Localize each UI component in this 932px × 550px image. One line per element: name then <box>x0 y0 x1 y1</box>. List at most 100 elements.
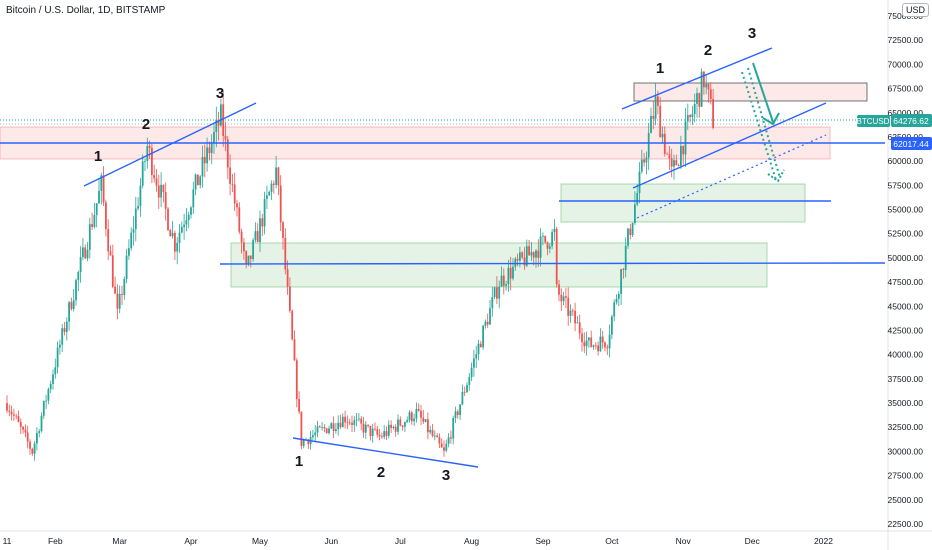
candle <box>325 428 328 434</box>
candle <box>521 252 524 258</box>
candle <box>703 71 705 88</box>
candle <box>424 419 427 422</box>
candle <box>137 206 139 209</box>
candle <box>169 230 172 237</box>
candle <box>316 426 319 433</box>
resistance-zone-top[interactable] <box>633 82 868 102</box>
candle <box>422 417 425 422</box>
candle <box>654 96 657 119</box>
candle <box>17 416 20 423</box>
candle <box>371 428 374 436</box>
candle <box>693 103 696 115</box>
candle <box>659 105 662 138</box>
candle <box>314 432 317 436</box>
candle <box>49 383 52 390</box>
candle <box>590 337 593 347</box>
candle <box>567 297 570 316</box>
candle <box>378 434 381 437</box>
candle <box>558 284 560 295</box>
y-tick-label: 57500.00 <box>888 180 924 190</box>
candle <box>574 310 576 324</box>
candle <box>279 185 282 223</box>
candle <box>22 426 24 430</box>
candle <box>323 427 326 429</box>
candle <box>461 391 464 405</box>
candle <box>341 416 344 428</box>
candle <box>213 131 215 143</box>
candle <box>252 240 254 260</box>
trendline-channel-lower[interactable] <box>632 102 827 189</box>
candle <box>689 115 691 118</box>
candle <box>284 237 287 270</box>
trendline-channel-upper[interactable] <box>621 47 773 110</box>
candle <box>220 104 222 126</box>
candle <box>643 159 645 163</box>
candle <box>408 412 411 421</box>
candle <box>183 224 185 227</box>
candle <box>445 443 448 451</box>
candle <box>162 184 165 192</box>
candle <box>675 160 678 166</box>
candle <box>581 333 583 343</box>
x-tick-label: Nov <box>676 536 692 546</box>
candle <box>466 384 468 393</box>
candle <box>125 255 128 280</box>
support-zone-middle[interactable] <box>230 242 768 288</box>
candle <box>102 175 105 203</box>
candle <box>247 255 250 265</box>
trendline-bottom[interactable] <box>292 437 479 468</box>
candle <box>146 146 149 162</box>
candle <box>431 429 434 436</box>
candle <box>427 419 429 433</box>
candle <box>153 175 156 179</box>
candle <box>576 322 579 324</box>
support-zone-upper[interactable] <box>560 183 806 223</box>
candle <box>417 408 420 411</box>
candle <box>661 133 664 138</box>
candle <box>111 255 114 287</box>
candle <box>339 422 342 428</box>
x-tick-label: Aug <box>464 536 479 546</box>
price-tag-btcusd[interactable]: BTCUSD 64276.62 <box>857 114 932 127</box>
candle <box>70 302 73 309</box>
candle <box>8 410 11 412</box>
candle <box>192 189 195 208</box>
price-tag-level[interactable]: 62017.44 <box>891 137 932 150</box>
x-tick-label: Jul <box>395 536 406 546</box>
candle <box>298 399 300 412</box>
candle <box>509 267 512 279</box>
currency-label[interactable]: USD <box>902 3 930 17</box>
y-tick-label: 50000.00 <box>888 253 924 263</box>
candle <box>498 286 501 299</box>
candles <box>6 68 714 461</box>
x-axis[interactable]: 11 Feb Mar Apr May Jun Jul Aug Sep Oct Nov Dec 2022 <box>3 536 834 546</box>
candle <box>415 408 418 419</box>
candle <box>560 294 563 302</box>
symbol-title: Bitcoin / U.S. Dollar, 1D, BITSTAMP <box>6 5 166 16</box>
candle <box>144 161 146 162</box>
candle <box>673 160 675 167</box>
candle <box>75 280 77 301</box>
candle <box>709 89 712 100</box>
candle <box>100 175 103 191</box>
candle <box>197 174 199 186</box>
candle <box>537 250 540 258</box>
y-tick-label: 62500.00 <box>888 132 924 142</box>
candle <box>468 377 471 385</box>
candle <box>523 257 526 266</box>
projection-arrows <box>741 62 785 183</box>
x-tick-label: 11 <box>3 536 12 546</box>
projection-dotted-1 <box>747 67 781 179</box>
candle <box>98 190 100 204</box>
x-tick-label: Mar <box>112 536 127 546</box>
candle <box>611 316 613 335</box>
candle <box>410 412 413 422</box>
candle <box>512 266 514 279</box>
candle <box>277 167 280 186</box>
level-49500-line[interactable] <box>219 262 886 265</box>
projection-dotted-2 <box>741 71 777 181</box>
trendline-left-top[interactable] <box>83 102 257 187</box>
candle <box>245 251 248 265</box>
